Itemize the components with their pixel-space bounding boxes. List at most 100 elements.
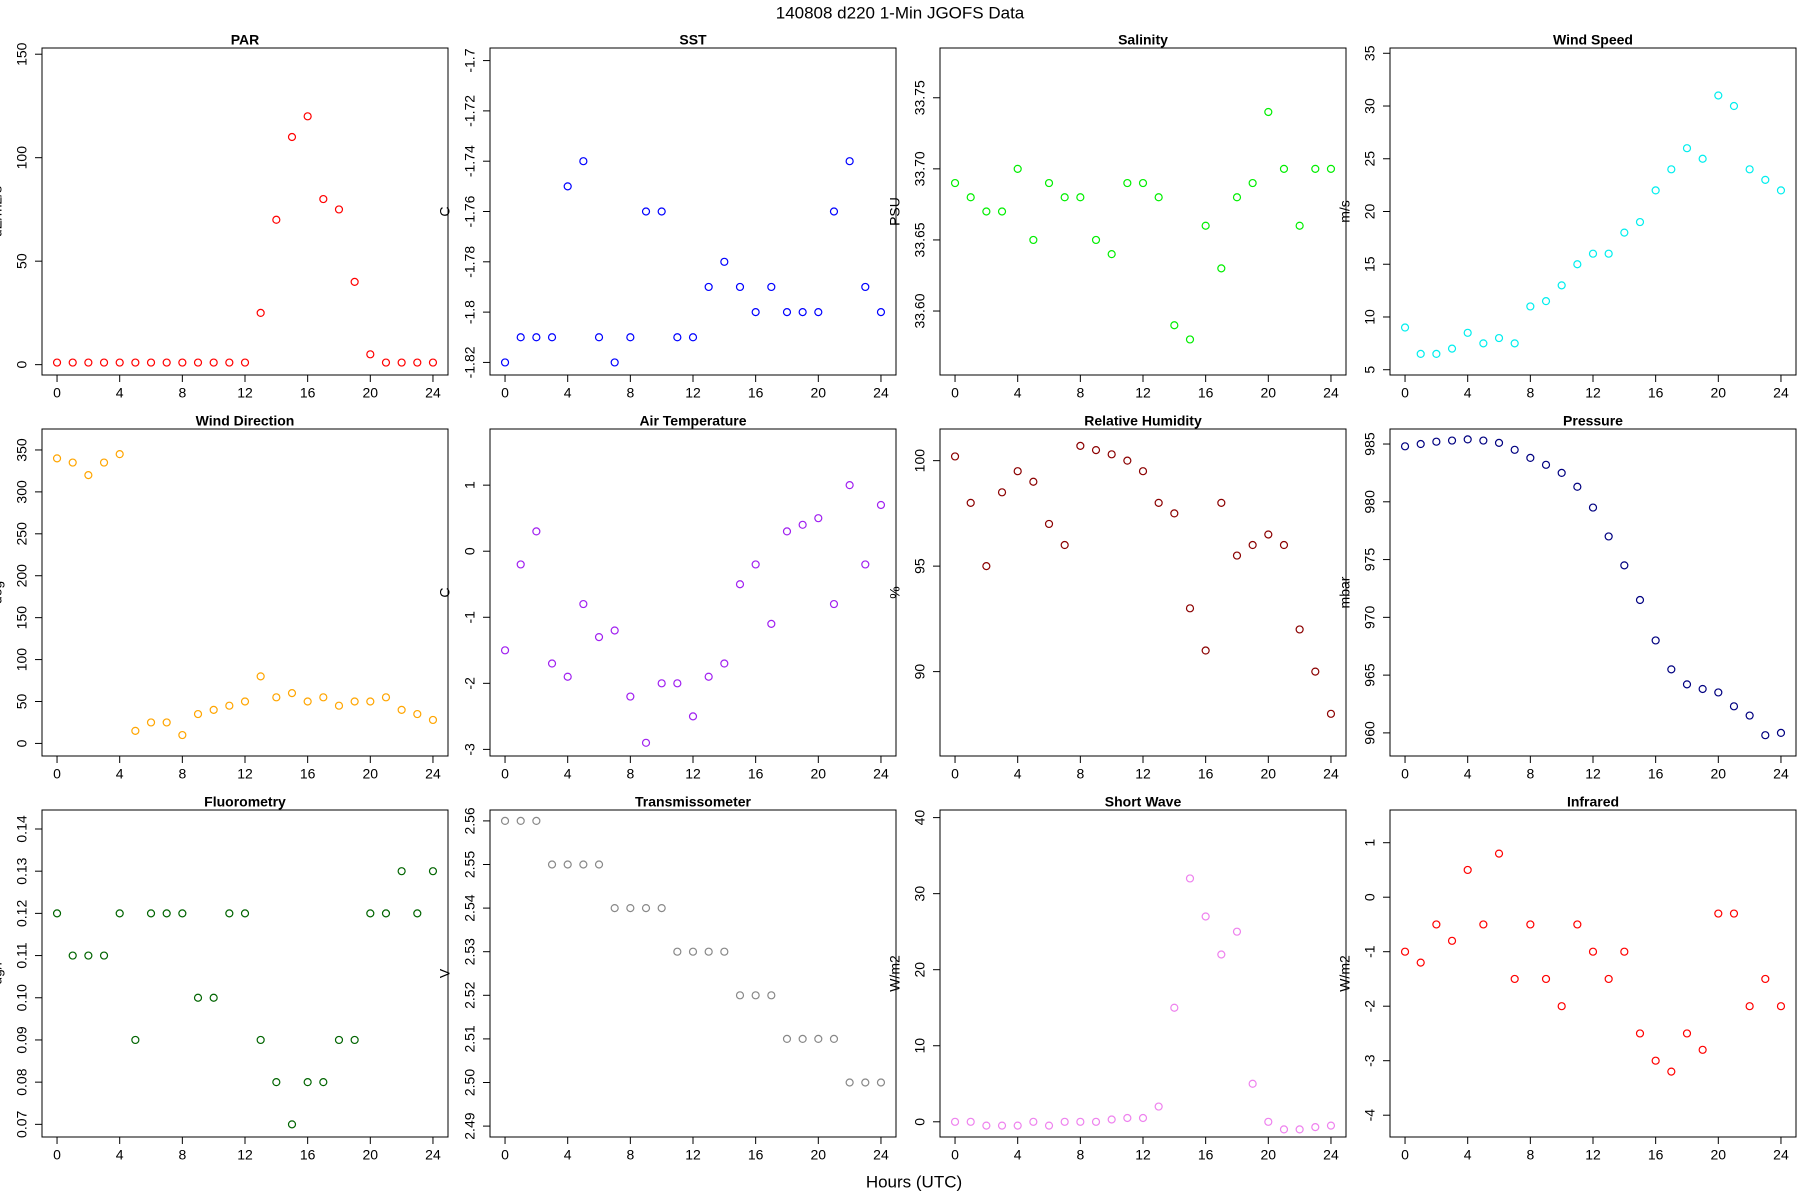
point (704, 947, 713, 956)
point (1494, 849, 1504, 858)
point (272, 215, 281, 224)
point (115, 450, 124, 459)
point (1264, 530, 1273, 539)
point (162, 358, 171, 367)
point (735, 282, 745, 292)
point (334, 701, 344, 710)
panel-title: Short Wave (1105, 794, 1182, 810)
y-tick-label: -1.7 (462, 48, 478, 72)
x-tick-label: 8 (1076, 766, 1084, 782)
x-tick-label: 4 (116, 1147, 124, 1163)
point (688, 712, 698, 721)
panel-title: Salinity (1118, 32, 1168, 48)
point (767, 991, 776, 1000)
y-tick-label: 0 (912, 1118, 928, 1126)
x-tick-label: 16 (300, 385, 316, 401)
x-tick-label: 12 (237, 1147, 253, 1163)
y-tick-label: 33.60 (912, 293, 928, 328)
x-tick-label: 0 (53, 385, 61, 401)
x-tick-label: 20 (363, 385, 379, 401)
point (500, 816, 510, 826)
x-tick-label: 4 (1014, 1147, 1022, 1163)
point (146, 718, 156, 727)
x-tick-label: 12 (1585, 766, 1601, 782)
panel-title: Transmissometer (635, 794, 751, 810)
x-tick-label: 24 (425, 1147, 441, 1163)
point (1029, 477, 1038, 486)
point (1029, 235, 1038, 245)
point (381, 909, 391, 918)
y-tick-label: 0.08 (14, 1068, 30, 1095)
point (1698, 154, 1707, 163)
point (1432, 349, 1441, 359)
x-tick-label: 20 (1711, 766, 1727, 782)
y-tick-label: 980 (1362, 490, 1378, 514)
point (1698, 684, 1707, 694)
point (1651, 1056, 1660, 1065)
panel-title: Infrared (1567, 794, 1619, 810)
point (626, 692, 635, 701)
point (876, 500, 886, 510)
point (1667, 1067, 1676, 1076)
point (68, 458, 77, 467)
point (997, 207, 1007, 216)
x-tick-label: 8 (1526, 1147, 1534, 1163)
y-axis-label: C (437, 587, 453, 597)
plot-box (41, 809, 449, 1138)
y-tick-label: 10 (912, 1038, 928, 1054)
point (99, 358, 109, 367)
y-tick-label: 2.54 (462, 894, 478, 921)
point (814, 1034, 823, 1044)
point (1123, 1113, 1132, 1123)
x-tick-label: 0 (1401, 766, 1409, 782)
y-tick-label: 30 (1362, 98, 1378, 114)
x-tick-label: 16 (748, 385, 764, 401)
point (876, 1078, 886, 1087)
point (131, 358, 140, 367)
x-tick-label: 4 (1464, 385, 1472, 401)
y-tick-label: 50 (14, 694, 30, 710)
point (798, 308, 807, 317)
point (350, 1035, 359, 1045)
plot-box (939, 809, 1347, 1138)
point (1761, 974, 1770, 984)
point (1745, 165, 1754, 174)
point (115, 358, 124, 367)
point (272, 1078, 281, 1087)
point (52, 358, 62, 367)
plot-box (939, 47, 1347, 376)
point (178, 358, 187, 367)
point (1232, 927, 1242, 936)
point (1557, 468, 1566, 478)
y-tick-label: 20 (1362, 204, 1378, 220)
x-tick-label: 12 (1135, 766, 1151, 782)
point (319, 1078, 328, 1087)
point (334, 1035, 344, 1045)
point (1295, 1125, 1304, 1134)
x-tick-label: 20 (1261, 385, 1277, 401)
point (1326, 709, 1336, 718)
panel-title: SST (679, 32, 707, 48)
y-tick-label: 20 (912, 962, 928, 978)
point (131, 1035, 140, 1045)
x-tick-label: 8 (178, 1147, 186, 1163)
point (829, 599, 839, 609)
point (366, 697, 375, 706)
point (287, 1120, 297, 1129)
point (704, 672, 713, 681)
point (1682, 680, 1692, 689)
point (1060, 193, 1069, 202)
point (225, 358, 234, 367)
y-tick-label: 33.65 (912, 222, 928, 257)
x-tick-label: 20 (811, 766, 827, 782)
point (1776, 186, 1786, 195)
x-tick-label: 20 (363, 1147, 379, 1163)
point (1667, 665, 1676, 674)
x-tick-label: 0 (1401, 1147, 1409, 1163)
point (547, 333, 557, 342)
point (1604, 532, 1613, 541)
point (1510, 974, 1519, 984)
point (1667, 165, 1676, 174)
panel-title: Fluorometry (204, 794, 286, 810)
y-tick-label: 960 (1362, 721, 1378, 745)
